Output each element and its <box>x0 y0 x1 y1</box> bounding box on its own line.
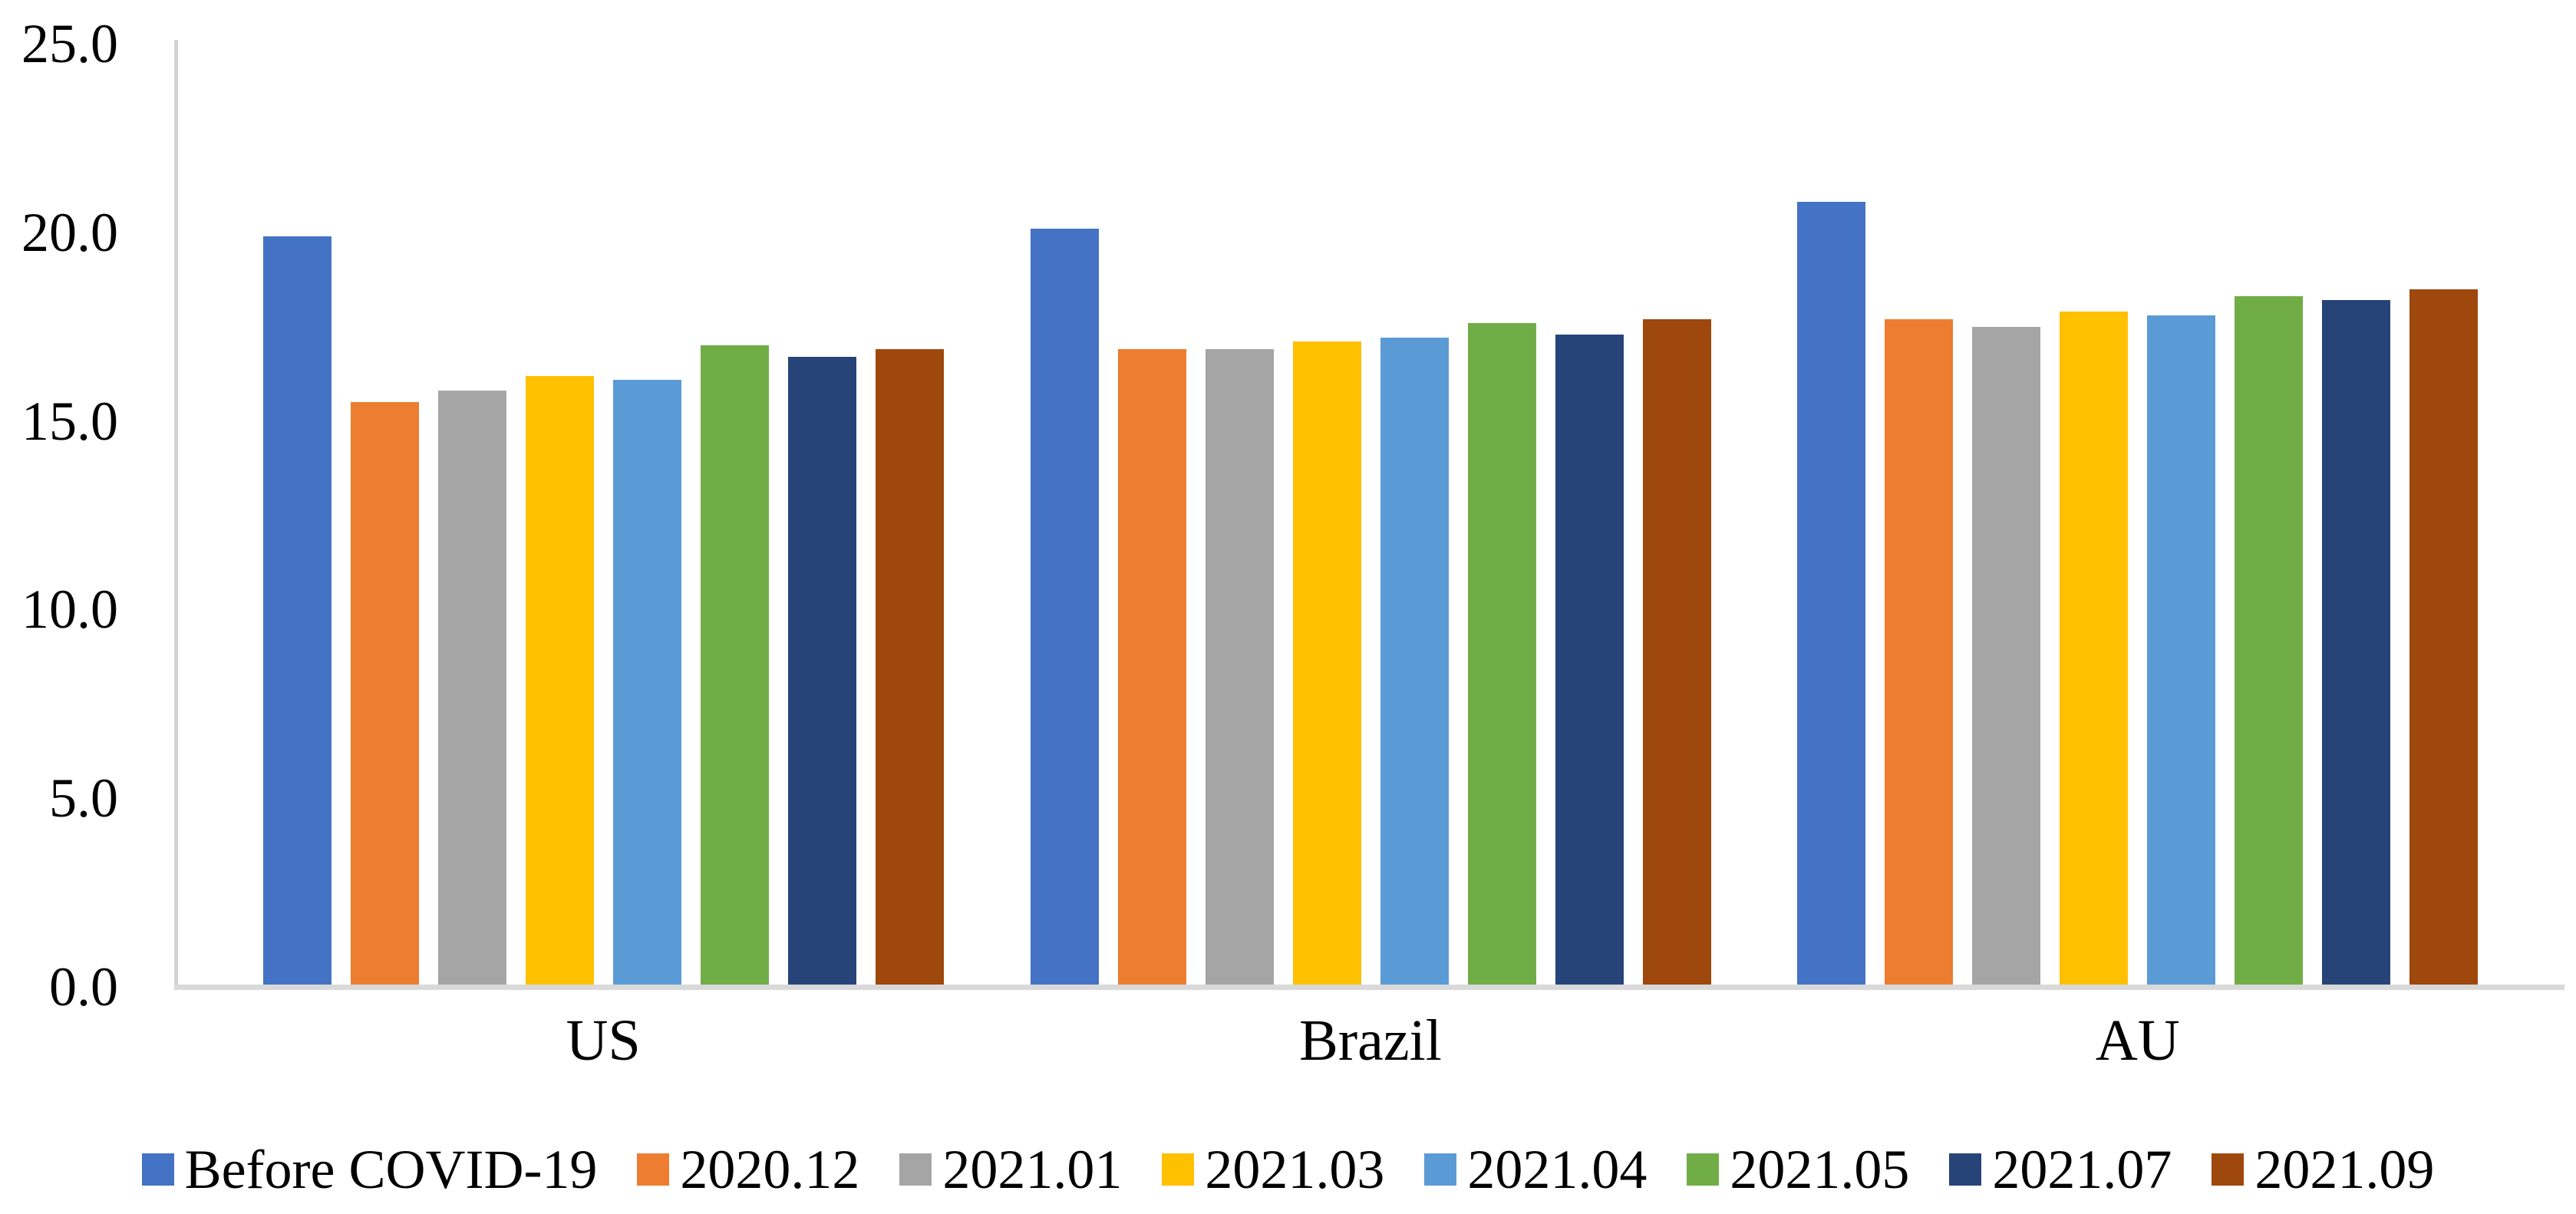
legend-label: 2021.04 <box>1467 1139 1648 1200</box>
bar-before-covid-19 <box>1030 228 1099 987</box>
bar-2021-09 <box>1642 318 1711 987</box>
bar-group-us <box>262 44 944 987</box>
bar-2021-07 <box>2322 300 2391 987</box>
legend-item: 2021.05 <box>1687 1142 1909 1197</box>
bar-2021-09 <box>875 349 944 987</box>
bar-2021-05 <box>700 345 769 987</box>
x-axis-labels: US Brazil AU <box>176 1011 2564 1070</box>
bar-2021-01 <box>1972 326 2041 987</box>
legend-swatch <box>1949 1153 1982 1186</box>
bar-2021-07 <box>787 357 856 987</box>
legend-swatch <box>637 1153 670 1186</box>
category-label-brazil: Brazil <box>1299 1008 1442 1073</box>
legend-swatch <box>141 1153 174 1186</box>
legend-item: Before COVID-19 <box>141 1139 598 1200</box>
y-tick-label: 0.0 <box>49 956 118 1018</box>
legend-label: 2020.12 <box>680 1139 860 1200</box>
bar-before-covid-19 <box>1797 202 1866 987</box>
bar-2021-07 <box>1555 334 1624 987</box>
bar-group-au <box>1797 44 2479 987</box>
y-tick-label: 15.0 <box>21 390 118 452</box>
legend-swatch <box>1687 1153 1720 1186</box>
legend-item: 2020.12 <box>637 1142 859 1197</box>
bar-2021-05 <box>1467 322 1536 987</box>
legend-swatch <box>899 1153 932 1186</box>
legend-label: 2021.01 <box>942 1139 1123 1200</box>
bar-2020-12 <box>1885 318 1954 987</box>
legend-item: 2021.07 <box>1949 1142 2172 1197</box>
bar-2021-01 <box>1205 349 1274 987</box>
bar-2020-12 <box>1117 349 1186 987</box>
bar-2021-09 <box>2409 289 2479 987</box>
category-label-us: US <box>566 1008 641 1073</box>
bar-2021-01 <box>437 391 506 987</box>
bar-2021-03 <box>1292 341 1361 987</box>
bar-2021-03 <box>525 375 594 987</box>
legend-label: 2021.09 <box>2254 1139 2435 1200</box>
y-tick-label: 5.0 <box>49 767 118 830</box>
legend-item: 2021.09 <box>2212 1142 2434 1197</box>
y-axis: 25.0 20.0 15.0 10.0 5.0 0.0 <box>0 0 123 1214</box>
legend-label: Before COVID-19 <box>184 1139 598 1200</box>
legend-label: 2021.07 <box>1992 1139 2172 1200</box>
x-axis-line <box>174 985 2564 990</box>
bar-2021-04 <box>1380 338 1449 987</box>
bar-2021-03 <box>2060 312 2129 987</box>
legend: Before COVID-19 2020.12 2021.01 2021.03 2021… <box>0 1142 2576 1197</box>
legend-swatch <box>1162 1153 1195 1186</box>
bar-2020-12 <box>350 402 419 987</box>
bar-group-brazil <box>1030 44 1711 987</box>
legend-label: 2021.05 <box>1730 1139 1910 1200</box>
legend-swatch <box>1424 1153 1457 1186</box>
legend-item: 2021.04 <box>1424 1142 1647 1197</box>
bar-2021-04 <box>612 379 681 987</box>
y-tick-label: 20.0 <box>21 201 118 263</box>
category-label-au: AU <box>2095 1008 2180 1073</box>
bar-before-covid-19 <box>262 236 331 987</box>
legend-swatch <box>2212 1153 2245 1186</box>
y-tick-label: 25.0 <box>21 13 118 74</box>
legend-item: 2021.01 <box>899 1142 1122 1197</box>
bar-2021-05 <box>2235 296 2304 987</box>
plot-area <box>176 44 2564 987</box>
y-tick-label: 10.0 <box>21 579 118 641</box>
bar-2021-04 <box>2147 315 2216 987</box>
legend-item: 2021.03 <box>1162 1142 1384 1197</box>
y-axis-line <box>174 40 178 987</box>
legend-label: 2021.03 <box>1205 1139 1385 1200</box>
